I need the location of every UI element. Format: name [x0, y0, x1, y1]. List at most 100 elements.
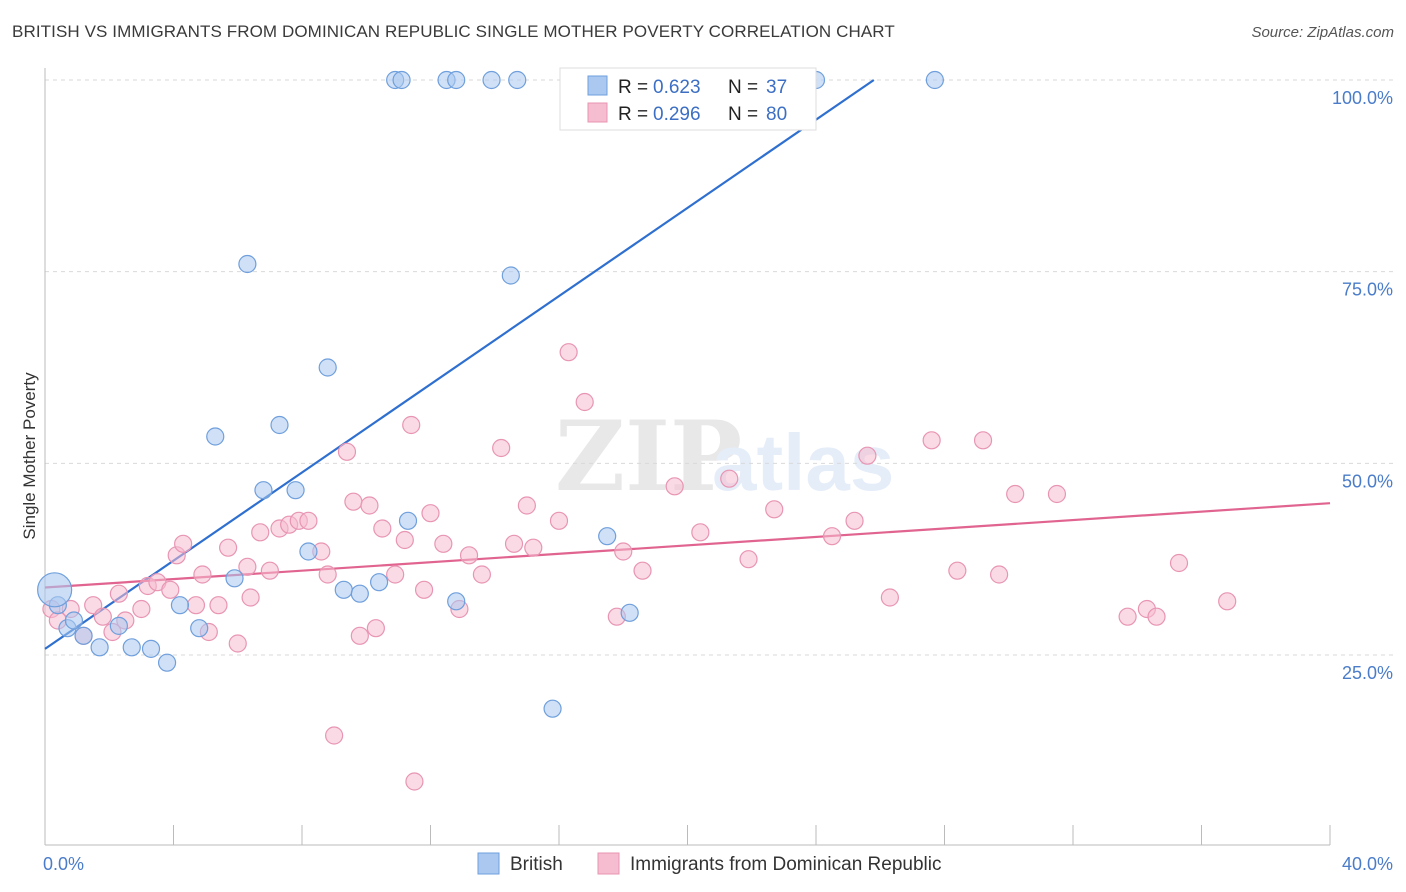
point-british-24	[501, 266, 520, 285]
point-dominican-74	[1169, 553, 1189, 573]
point-british-31	[447, 70, 466, 90]
series-legend: British Immigrants from Dominican Republ…	[477, 852, 942, 875]
point-british-6	[122, 638, 141, 657]
point-british-large	[37, 572, 73, 608]
legend-r-value-british: 0.623	[653, 77, 701, 98]
point-british-29	[392, 70, 411, 90]
point-british-5	[109, 616, 128, 635]
legend-swatch-dominican	[587, 102, 608, 123]
point-british-7	[141, 639, 161, 658]
watermark: ZIP atlas	[555, 400, 894, 513]
legend-swatch-british	[587, 75, 608, 96]
point-dominican-75	[1218, 592, 1237, 611]
point-dominican-21	[238, 557, 257, 576]
point-dominican-35	[366, 619, 385, 638]
point-dominican-7	[109, 584, 128, 603]
y-tick-label-100: 100.0%	[1332, 88, 1393, 108]
point-dominican-60	[765, 500, 784, 519]
point-dominican-58	[720, 469, 739, 488]
point-british-4	[90, 638, 109, 657]
legend-n-label-british: N =	[728, 77, 758, 98]
point-dominican-36	[373, 519, 392, 538]
axes: 25.0% 50.0% 75.0% 100.0%	[44, 68, 1393, 846]
y-tick-label-25: 25.0%	[1342, 663, 1393, 683]
point-dominican-71	[1118, 607, 1137, 626]
point-british-15	[270, 415, 289, 435]
point-british-8	[157, 653, 177, 672]
point-dominican-68	[990, 565, 1009, 584]
point-dominican-62	[845, 511, 864, 530]
legend-n-value-dominican: 80	[766, 104, 787, 125]
point-dominican-39	[402, 415, 421, 435]
point-british-9	[170, 596, 190, 615]
point-british-32	[482, 70, 501, 90]
point-dominican-23	[251, 523, 270, 542]
point-dominican-15	[186, 596, 206, 615]
point-dominican-48	[517, 496, 536, 515]
chart-source: Source: ZipAtlas.com	[1251, 24, 1394, 41]
point-dominican-32	[344, 492, 363, 511]
stats-legend: R = 0.623 N = 37 R = 0.296 N = 80	[559, 67, 817, 131]
trend-line-dominican	[44, 502, 1331, 589]
point-dominican-45	[472, 565, 491, 584]
point-dominican-61	[822, 527, 842, 546]
point-dominican-30	[318, 565, 337, 584]
point-dominican-51	[559, 343, 578, 362]
point-dominican-55	[633, 561, 652, 580]
point-dominican-76	[325, 726, 344, 745]
point-dominican-69	[1006, 484, 1025, 504]
point-dominican-56	[665, 477, 684, 496]
bottom-legend-label-british: British	[510, 854, 563, 875]
point-british-19	[334, 580, 353, 599]
point-british-16	[286, 481, 305, 500]
point-dominican-66	[948, 561, 967, 580]
point-dominican-47	[504, 534, 524, 553]
point-dominican-31	[337, 442, 357, 461]
point-dominican-14	[174, 534, 193, 553]
point-dominican-44	[459, 546, 479, 565]
point-british-18	[318, 358, 337, 377]
point-dominican-18	[209, 596, 228, 615]
point-dominican-42	[434, 534, 453, 553]
bottom-legend-label-dominican: Immigrants from Dominican Republic	[630, 854, 942, 875]
point-dominican-28	[299, 511, 318, 530]
trend-lines	[44, 79, 1331, 650]
legend-r-value-dominican: 0.296	[653, 104, 701, 125]
point-british-21	[370, 573, 389, 592]
point-dominican-50	[549, 511, 569, 530]
point-british-3	[74, 626, 93, 645]
legend-r-label-dominican: R =	[618, 104, 648, 125]
point-dominican-38	[395, 530, 414, 550]
point-dominican-77	[405, 772, 424, 791]
point-dominican-24	[260, 561, 279, 580]
point-british-14	[254, 481, 273, 500]
legend-r-label-british: R =	[618, 77, 648, 98]
point-dominican-54	[614, 542, 633, 561]
point-british-26	[598, 527, 617, 546]
point-dominican-9	[132, 599, 151, 619]
point-british-13	[238, 254, 257, 274]
point-dominican-34	[360, 496, 379, 515]
point-british-27	[620, 603, 639, 622]
point-dominican-73	[1147, 607, 1166, 626]
point-british-36	[925, 70, 944, 90]
point-british-22	[398, 511, 418, 530]
point-dominican-65	[922, 431, 941, 450]
scatter-points	[37, 70, 1237, 791]
point-dominican-22	[241, 588, 260, 607]
chart-title: BRITISH VS IMMIGRANTS FROM DOMINICAN REP…	[12, 22, 895, 41]
watermark-zip: ZIP	[555, 400, 742, 513]
point-dominican-5	[93, 607, 112, 626]
bottom-legend-swatch-dominican	[597, 852, 620, 875]
point-dominican-33	[350, 626, 369, 645]
y-tick-label-50: 50.0%	[1342, 471, 1393, 491]
point-british-12	[225, 569, 244, 588]
point-british-33	[508, 70, 527, 90]
point-dominican-67	[973, 431, 993, 450]
point-british-23	[447, 592, 466, 611]
y-tick-label-75: 75.0%	[1342, 280, 1393, 300]
bottom-legend-swatch-british	[477, 852, 500, 875]
point-dominican-52	[575, 392, 594, 412]
point-dominican-46	[492, 438, 511, 458]
